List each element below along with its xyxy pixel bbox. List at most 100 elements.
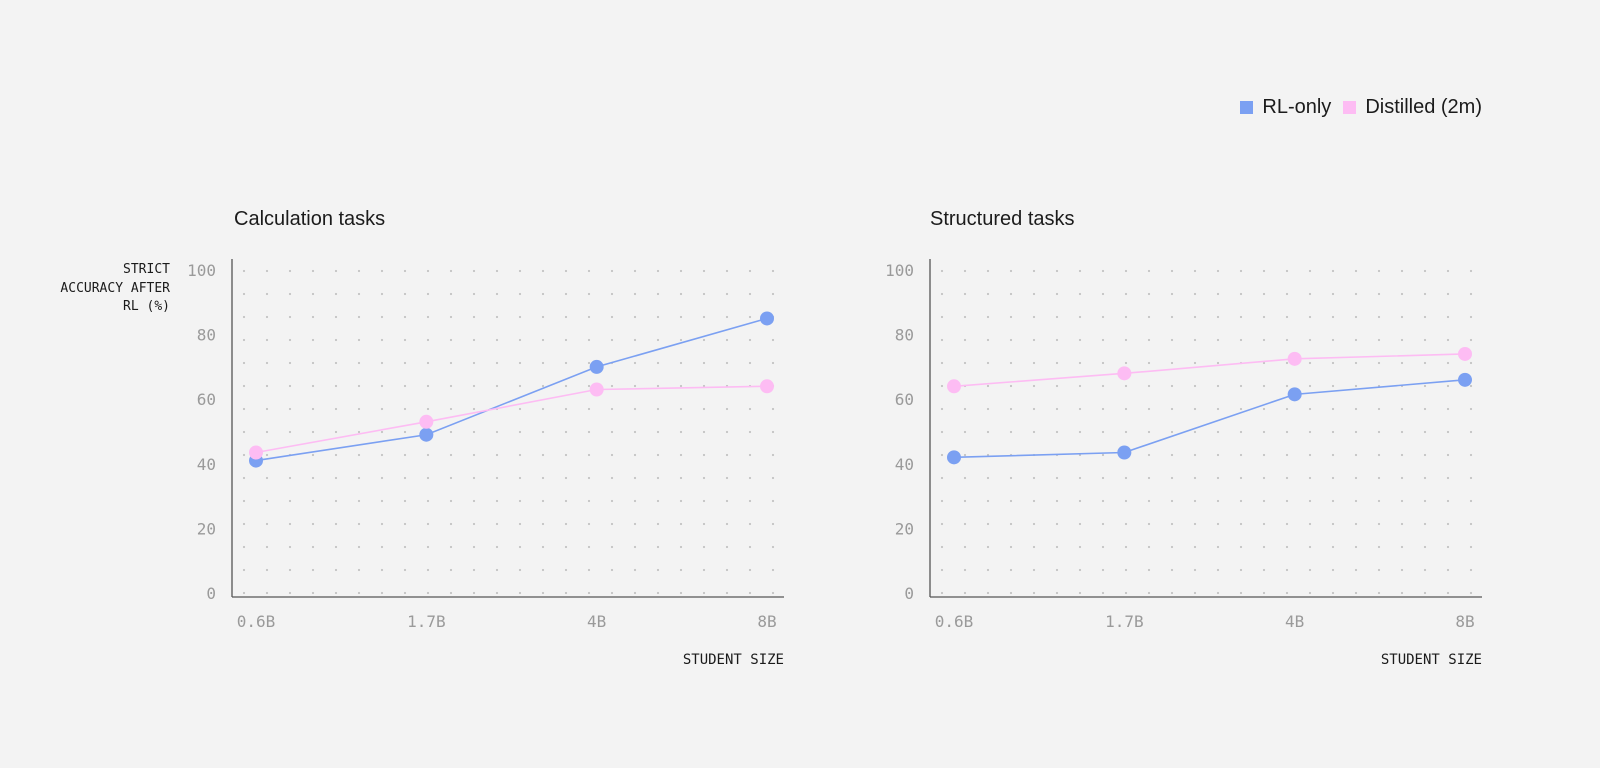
grid-dot xyxy=(633,292,637,296)
grid-dot xyxy=(1308,384,1312,388)
grid-dot xyxy=(1469,430,1473,434)
grid-dot xyxy=(265,430,269,434)
grid-dot xyxy=(1055,315,1059,319)
grid-dot xyxy=(963,315,967,319)
grid-dot xyxy=(1216,476,1220,480)
grid-dot xyxy=(1055,361,1059,365)
grid-dot xyxy=(1469,407,1473,411)
grid-dot xyxy=(334,568,338,572)
grid xyxy=(940,269,1473,595)
grid-dot xyxy=(1400,499,1404,503)
grid-dot xyxy=(1032,361,1036,365)
grid-dot xyxy=(1170,315,1174,319)
grid-dot xyxy=(265,315,269,319)
grid-dot xyxy=(357,453,361,457)
grid-dot xyxy=(633,591,637,595)
grid-dot xyxy=(1354,361,1358,365)
grid-dot xyxy=(311,545,315,549)
grid-dot xyxy=(1308,545,1312,549)
grid-dot xyxy=(1285,430,1289,434)
grid-dot xyxy=(541,453,545,457)
grid-dot xyxy=(1055,522,1059,526)
grid-dot xyxy=(564,384,568,388)
grid-dot xyxy=(357,315,361,319)
x-tick-label: 4B xyxy=(1285,612,1304,631)
grid-dot xyxy=(1446,568,1450,572)
grid-dot xyxy=(1078,315,1082,319)
grid-dot xyxy=(1055,591,1059,595)
grid-dot xyxy=(610,292,614,296)
legend: RL-only Distilled (2m) xyxy=(1228,96,1482,119)
grid-dot xyxy=(1400,269,1404,273)
grid-dot xyxy=(495,292,499,296)
grid-dot xyxy=(1400,568,1404,572)
grid-dot xyxy=(495,476,499,480)
grid-dot xyxy=(587,269,591,273)
grid-dot xyxy=(518,315,522,319)
grid-dot xyxy=(1101,545,1105,549)
grid xyxy=(242,269,775,595)
grid-dot xyxy=(610,568,614,572)
y-axis-label: STRICT ACCURACY AFTER RL (%) xyxy=(60,262,170,314)
grid-dot xyxy=(1331,315,1335,319)
grid-dot xyxy=(380,407,384,411)
grid-dot xyxy=(702,361,706,365)
grid-dot xyxy=(564,315,568,319)
grid-dot xyxy=(1101,453,1105,457)
grid-dot xyxy=(242,269,246,273)
grid-dot xyxy=(1032,591,1036,595)
grid-dot xyxy=(541,269,545,273)
grid-dot xyxy=(1032,292,1036,296)
grid-dot xyxy=(403,476,407,480)
grid-dot xyxy=(472,568,476,572)
grid-dot xyxy=(518,522,522,526)
grid-dot xyxy=(1285,407,1289,411)
y-tick-label: 100 xyxy=(885,261,914,280)
grid-dot xyxy=(1308,338,1312,342)
grid-dot xyxy=(1377,499,1381,503)
grid-dot xyxy=(403,568,407,572)
grid-dot xyxy=(380,568,384,572)
grid-dot xyxy=(963,476,967,480)
grid-dot xyxy=(518,499,522,503)
grid-dot xyxy=(1285,591,1289,595)
grid-dot xyxy=(940,407,944,411)
grid-dot xyxy=(1078,338,1082,342)
grid-dot xyxy=(334,269,338,273)
grid-dot xyxy=(334,430,338,434)
grid-dot xyxy=(426,568,430,572)
grid-dot xyxy=(1009,407,1013,411)
grid-dot xyxy=(986,292,990,296)
grid-dot xyxy=(679,453,683,457)
grid-dot xyxy=(564,292,568,296)
grid-dot xyxy=(1423,499,1427,503)
series-line-distilled xyxy=(255,385,768,454)
grid-dot xyxy=(1469,591,1473,595)
grid-dot xyxy=(940,499,944,503)
grid-dot xyxy=(1101,361,1105,365)
grid-dot xyxy=(495,269,499,273)
grid-dot xyxy=(1032,545,1036,549)
grid-dot xyxy=(1239,430,1243,434)
grid-dot xyxy=(426,522,430,526)
grid-dot xyxy=(426,545,430,549)
grid-dot xyxy=(771,568,775,572)
grid-dot xyxy=(1170,361,1174,365)
grid-dot xyxy=(1170,338,1174,342)
grid-dot xyxy=(679,568,683,572)
grid-dot xyxy=(771,338,775,342)
grid-dot xyxy=(1262,269,1266,273)
grid-dot xyxy=(587,361,591,365)
grid-dot xyxy=(986,338,990,342)
grid-dot xyxy=(1032,476,1036,480)
grid-dot xyxy=(288,407,292,411)
grid-dot xyxy=(288,499,292,503)
grid-dot xyxy=(1354,430,1358,434)
grid-dot xyxy=(587,545,591,549)
grid-dot xyxy=(1124,315,1128,319)
grid-dot xyxy=(334,315,338,319)
grid-dot xyxy=(1308,522,1312,526)
grid-dot xyxy=(725,315,729,319)
grid-dot xyxy=(587,292,591,296)
grid-dot xyxy=(1101,384,1105,388)
